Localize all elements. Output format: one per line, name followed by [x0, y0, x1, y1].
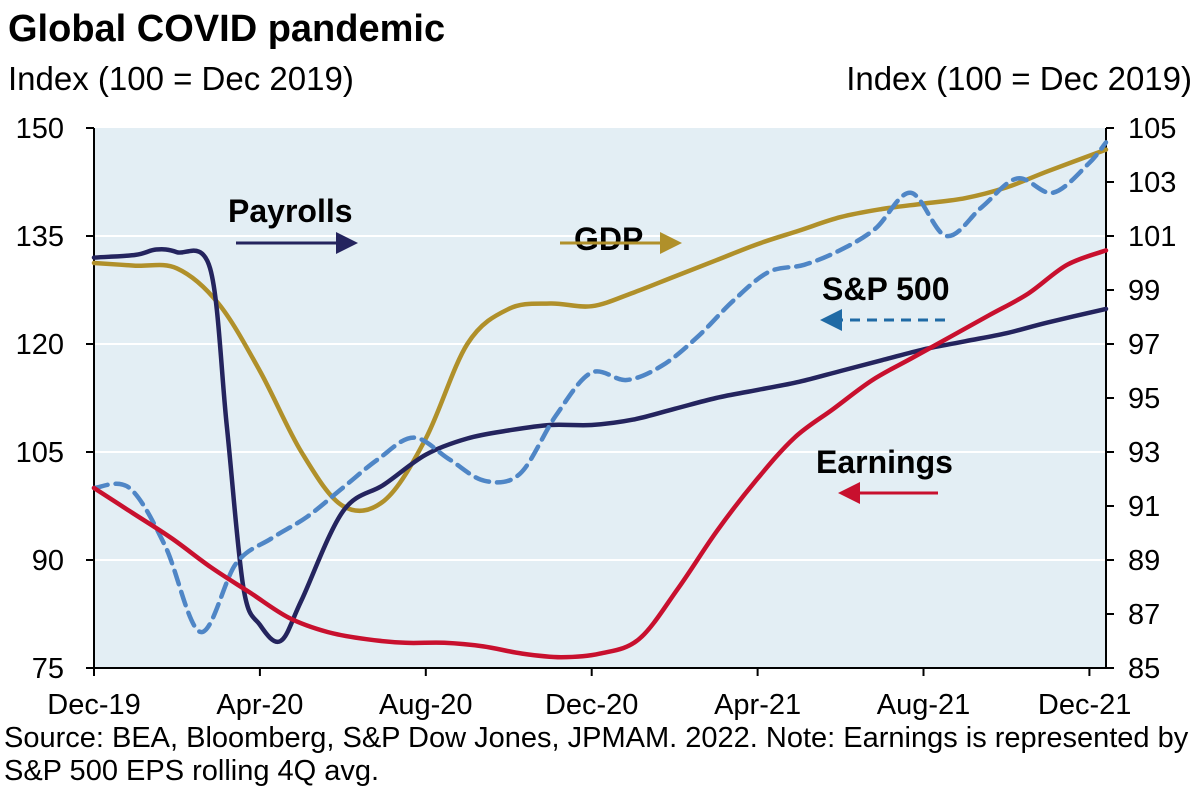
- right-axis-unit-label: Index (100 = Dec 2019): [846, 60, 1192, 97]
- annotation-arrowhead-gdp: [660, 232, 682, 254]
- left-tick-label: 75: [32, 653, 64, 685]
- right-tick-label: 91: [1128, 491, 1160, 523]
- source-note: Source: BEA, Bloomberg, S&P Dow Jones, J…: [4, 722, 1189, 787]
- left-tick-label: 105: [16, 437, 64, 469]
- series-line-payrolls: [91, 247, 1109, 645]
- annotation-arrowhead-earnings: [838, 482, 860, 504]
- right-tick-label: 105: [1128, 113, 1176, 145]
- annotation-gdp: GDP: [574, 221, 643, 257]
- annotation-s-p-500: S&P 500: [822, 271, 950, 307]
- right-tick-label: 97: [1128, 329, 1160, 361]
- right-tick-label: 85: [1128, 653, 1160, 685]
- left-tick-label: 150: [16, 113, 64, 145]
- x-tick-label: Dec-19: [47, 689, 141, 720]
- series-line-s-p-500: [91, 140, 1109, 635]
- chart-svg: 150 135 120 105 90 75 105 103 101 99 97 95 93 91 89 87 8…: [16, 113, 1177, 720]
- x-tick-label: Apr-21: [714, 689, 801, 720]
- right-tick-label: 93: [1128, 437, 1160, 469]
- left-tick-label: 135: [16, 221, 64, 253]
- right-tick-label: 87: [1128, 599, 1160, 631]
- annotation-arrowhead-payrolls: [336, 232, 358, 254]
- right-tick-label: 89: [1128, 545, 1160, 577]
- x-tick-label: Dec-20: [545, 689, 639, 720]
- annotation-arrowhead-s-p-500: [820, 309, 842, 331]
- right-tick-label: 101: [1128, 221, 1176, 253]
- chart-title: Global COVID pandemic: [8, 8, 446, 50]
- annotation-earnings: Earnings: [816, 444, 953, 480]
- x-tick-label: Apr-20: [216, 689, 303, 720]
- left-tick-label: 90: [32, 545, 64, 577]
- right-tick-label: 95: [1128, 383, 1160, 415]
- x-tick-label: Aug-21: [877, 689, 971, 720]
- left-tick-label: 120: [16, 329, 64, 361]
- right-tick-label: 103: [1128, 167, 1176, 199]
- annotation-payrolls: Payrolls: [228, 193, 353, 229]
- series-line-earnings: [91, 248, 1109, 660]
- x-tick-label: Dec-21: [1038, 689, 1132, 720]
- left-axis-unit-label: Index (100 = Dec 2019): [8, 60, 354, 97]
- plot-area: [94, 128, 1106, 668]
- right-tick-label: 99: [1128, 275, 1160, 307]
- x-tick-label: Aug-20: [379, 689, 473, 720]
